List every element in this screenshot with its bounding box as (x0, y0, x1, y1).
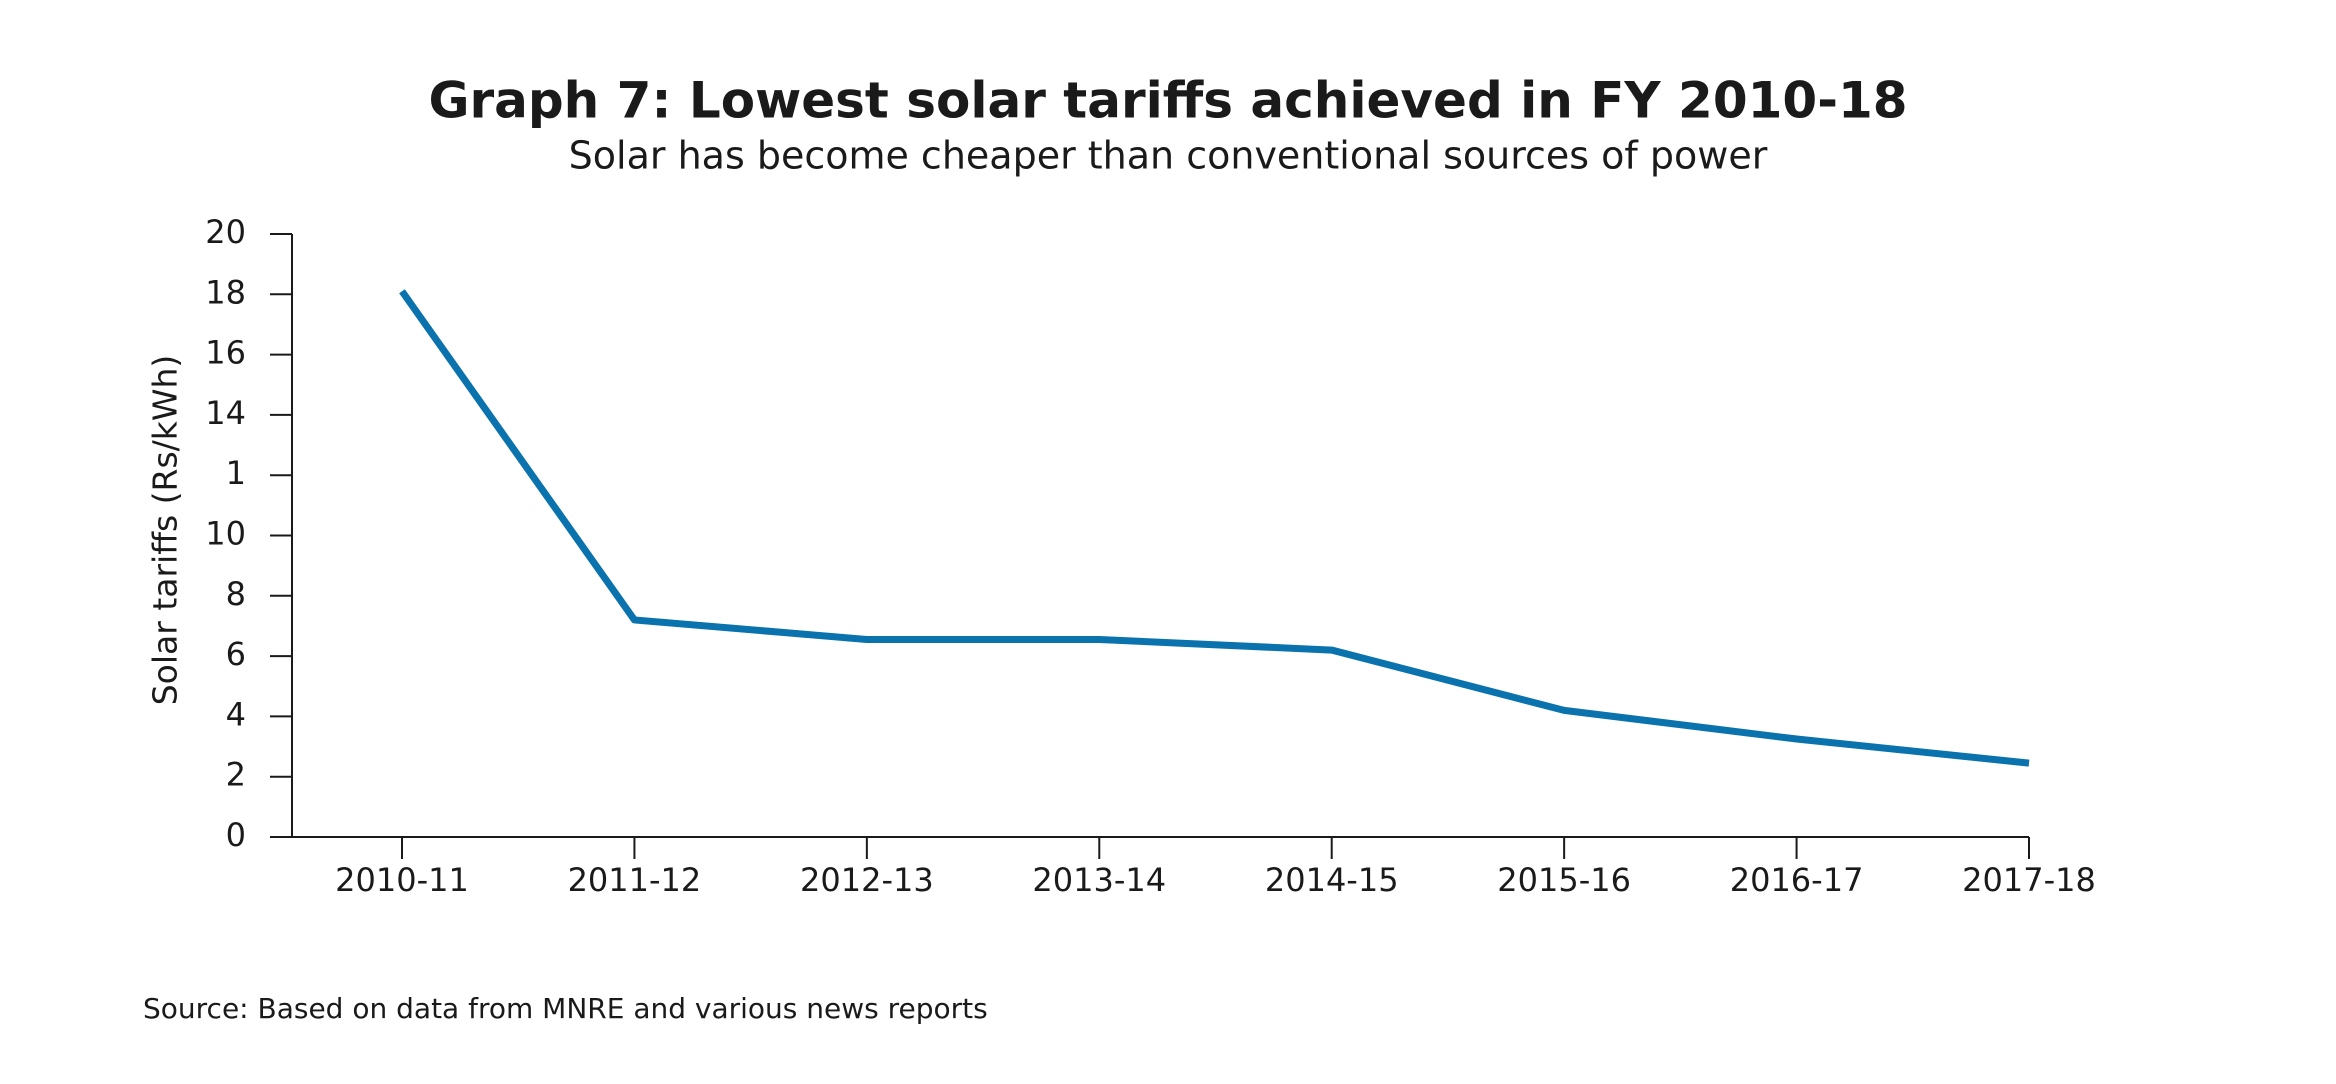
x-tick-label: 2015-16 (1497, 861, 1631, 899)
chart-title: Graph 7: Lowest solar tariffs achieved i… (428, 72, 1907, 130)
y-tick-label: 18 (205, 273, 246, 311)
x-tick-label: 2016-17 (1730, 861, 1864, 899)
y-tick-label: 6 (226, 635, 246, 673)
x-tick-label: 2012-13 (800, 861, 934, 899)
y-tick-label: 2 (226, 756, 246, 794)
y-tick-label: 1 (226, 454, 246, 492)
x-tick-label: 2010-11 (335, 861, 469, 899)
y-tick-label: 16 (205, 334, 246, 372)
y-tick-label: 10 (205, 515, 246, 553)
source-note: Source: Based on data from MNRE and vari… (143, 992, 988, 1025)
y-tick-label: 8 (226, 575, 246, 613)
x-tick-label: 2013-14 (1032, 861, 1166, 899)
y-tick-label: 0 (226, 816, 246, 854)
x-tick-label: 2014-15 (1265, 861, 1399, 899)
y-tick-label: 14 (205, 394, 246, 432)
y-tick-label: 20 (205, 213, 246, 251)
x-tick-label: 2011-12 (568, 861, 702, 899)
y-tick-label: 4 (226, 695, 246, 733)
y-axis-label: Solar tariffs (Rs/kWh) (146, 355, 185, 706)
data-line (399, 289, 2030, 767)
chart-subtitle: Solar has become cheaper than convention… (569, 134, 1768, 178)
x-tick-label: 2017-18 (1962, 861, 2096, 899)
